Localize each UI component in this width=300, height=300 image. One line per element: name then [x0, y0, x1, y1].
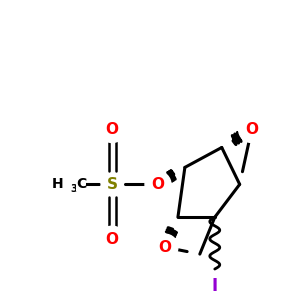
Text: O: O [152, 177, 164, 192]
Text: O: O [106, 232, 118, 247]
Circle shape [239, 117, 265, 142]
Text: O: O [245, 122, 258, 137]
Circle shape [145, 171, 171, 197]
Text: H: H [52, 177, 63, 191]
Circle shape [99, 117, 125, 142]
Circle shape [152, 234, 178, 260]
Text: O: O [158, 240, 171, 255]
Text: O: O [106, 122, 118, 137]
Text: C: C [76, 177, 86, 191]
Text: 3: 3 [70, 184, 76, 194]
Text: S: S [106, 177, 118, 192]
Text: I: I [212, 277, 218, 295]
Circle shape [101, 173, 123, 195]
Circle shape [99, 226, 125, 252]
